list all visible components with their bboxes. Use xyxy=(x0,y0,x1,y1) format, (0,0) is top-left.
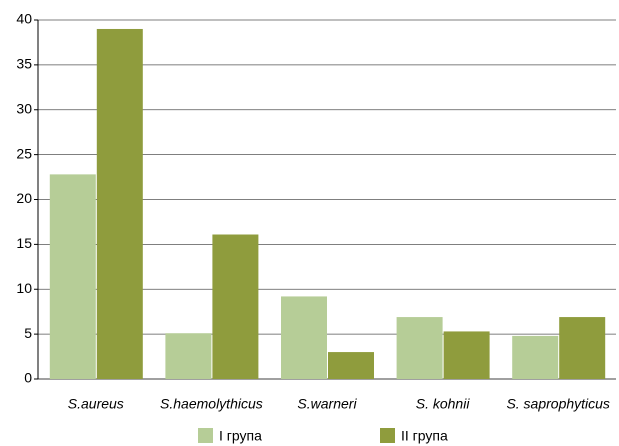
bar xyxy=(512,335,559,379)
bar xyxy=(49,174,96,379)
legend-swatch xyxy=(380,428,395,443)
y-tick-label: 35 xyxy=(16,56,32,72)
bar xyxy=(443,331,490,379)
bar xyxy=(165,333,212,379)
bar xyxy=(559,317,606,379)
bar xyxy=(96,28,143,379)
x-tick-label: S.aureus xyxy=(68,396,124,412)
bar xyxy=(212,234,259,379)
y-tick-label: 15 xyxy=(16,235,32,251)
bar xyxy=(281,296,327,379)
bar xyxy=(328,352,374,379)
x-tick-label: S.haemolythicus xyxy=(160,396,263,412)
y-tick-label: 20 xyxy=(16,190,32,206)
x-tick-label: S. saprophyticus xyxy=(506,396,610,412)
x-tick-label: S.warneri xyxy=(297,396,357,412)
bar xyxy=(396,317,443,379)
x-tick-label: S. kohnii xyxy=(416,396,471,412)
legend-swatch xyxy=(198,428,213,443)
y-tick-label: 30 xyxy=(16,100,32,116)
y-tick-label: 0 xyxy=(24,370,32,386)
y-tick-label: 10 xyxy=(16,280,32,296)
legend-label: II група xyxy=(401,428,448,444)
y-tick-label: 25 xyxy=(16,145,32,161)
legend-label: I група xyxy=(219,428,262,444)
y-tick-label: 40 xyxy=(16,11,32,27)
y-tick-label: 5 xyxy=(24,325,32,341)
